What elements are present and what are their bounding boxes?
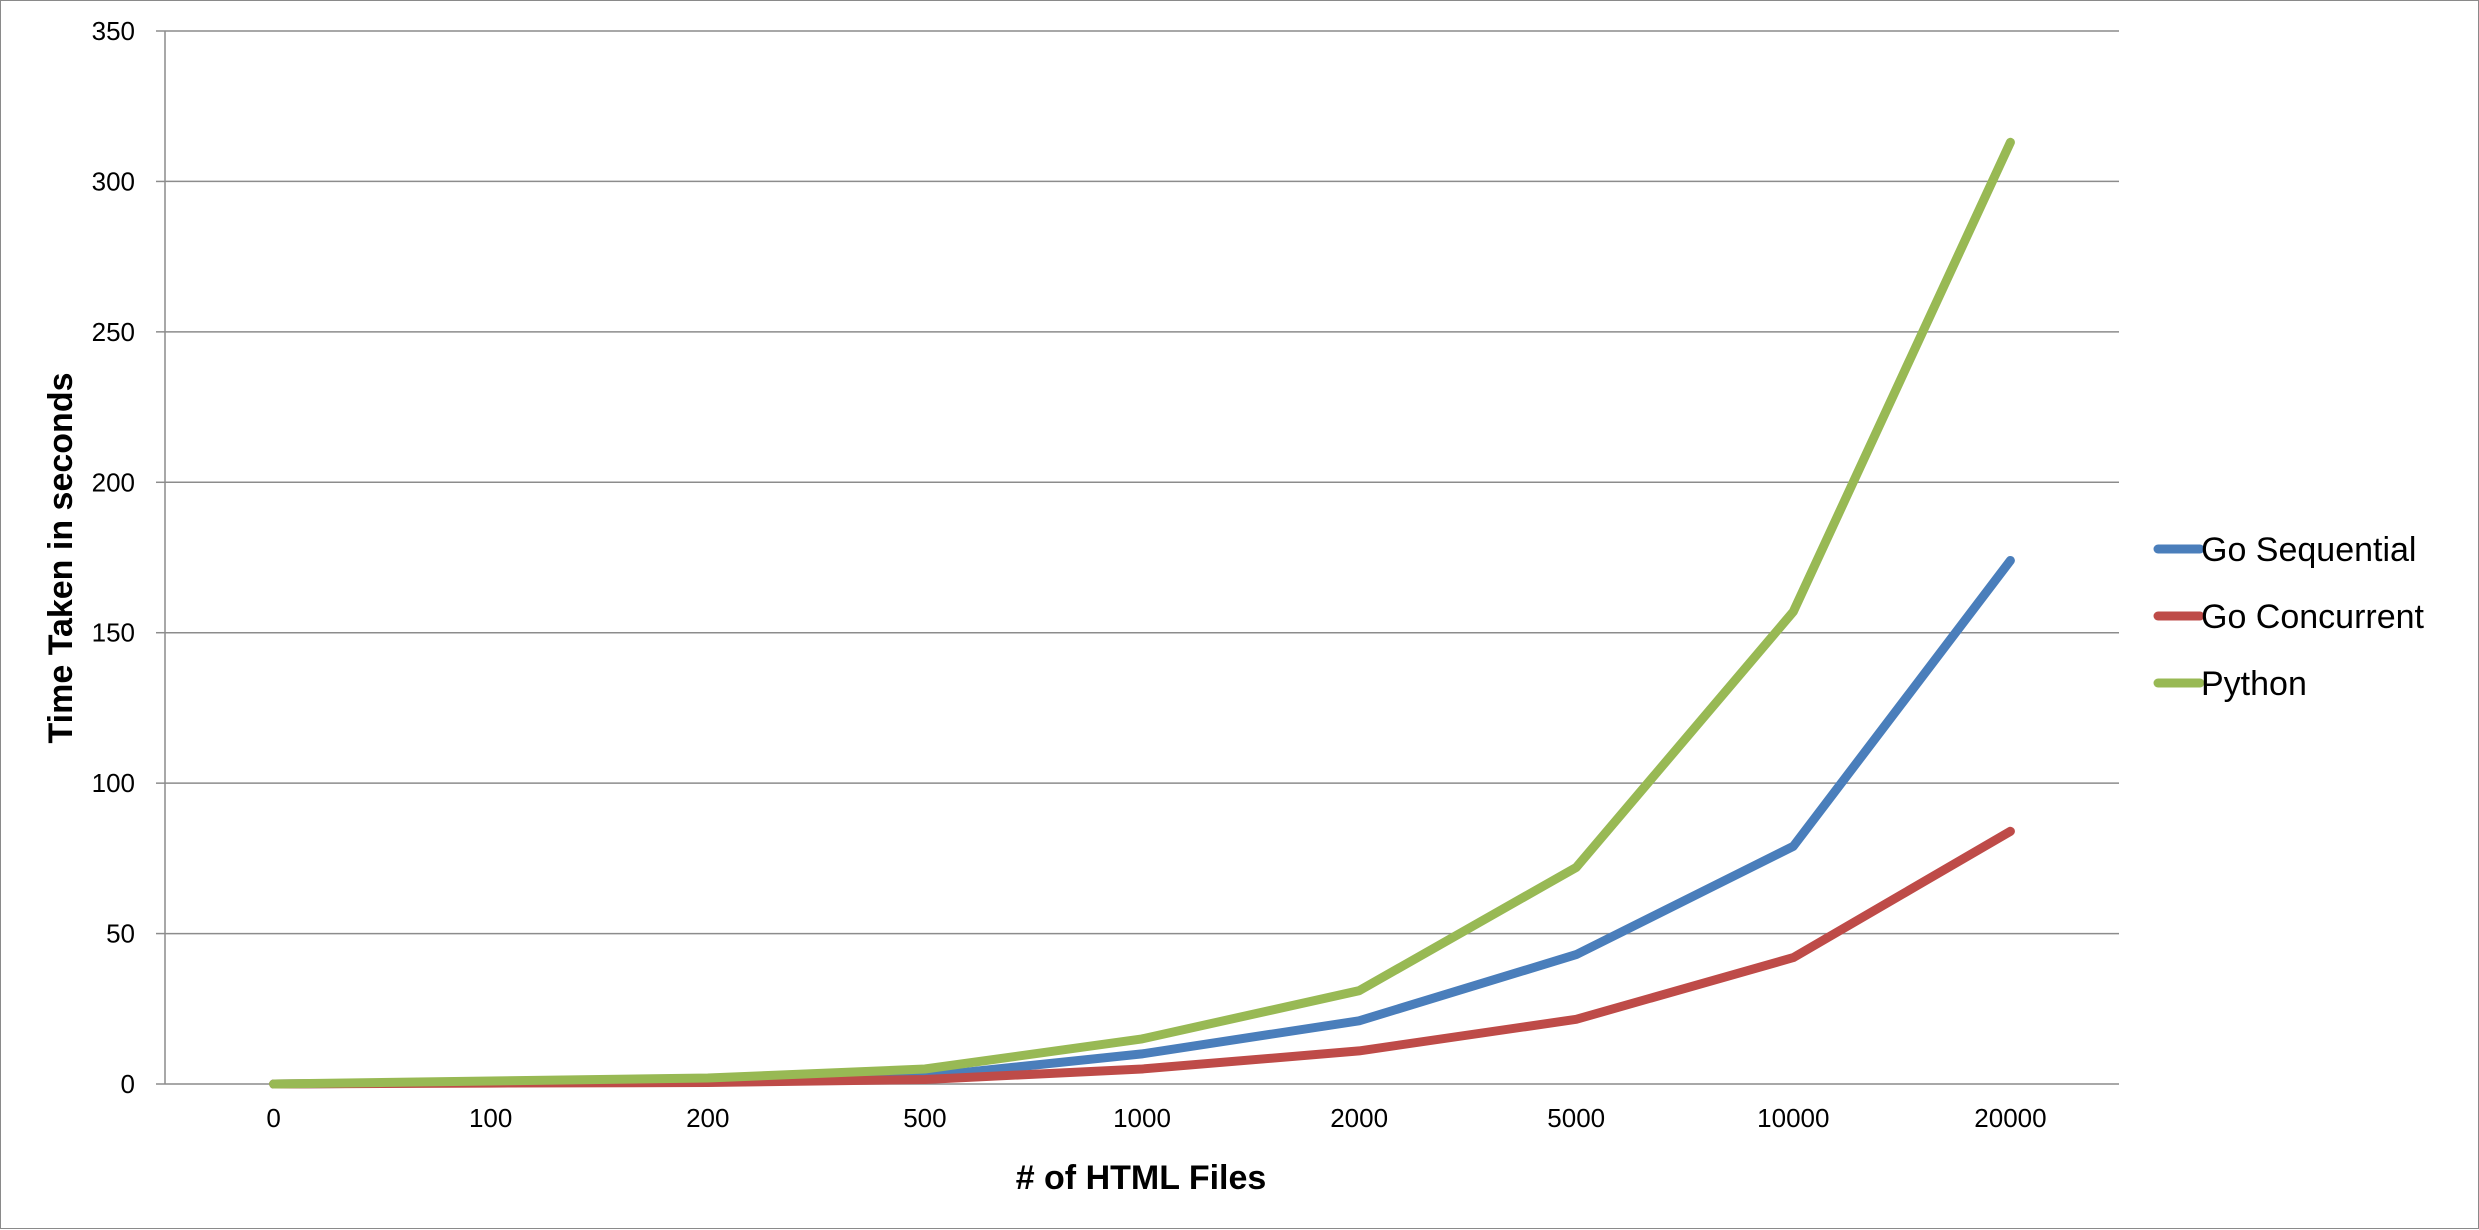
legend: Go Sequential Go Concurrent Python (2158, 531, 2425, 703)
y-tick-label: 150 (92, 618, 135, 648)
y-tick-label: 100 (92, 768, 135, 798)
legend-label: Python (2201, 665, 2307, 703)
x-tick-label: 200 (686, 1103, 729, 1133)
y-tick-label: 0 (121, 1069, 135, 1099)
x-tick-label: 20000 (1974, 1103, 2046, 1133)
y-tick-label: 350 (92, 16, 135, 46)
y-tick-label: 200 (92, 467, 135, 497)
x-tick-label: 2000 (1330, 1103, 1388, 1133)
x-axis-title: # of HTML Files (1016, 1159, 1267, 1197)
x-tick-label: 100 (469, 1103, 512, 1133)
series-line-python (274, 142, 2011, 1084)
legend-label: Go Sequential (2201, 531, 2417, 569)
y-axis-title: Time Taken in seconds (42, 373, 80, 744)
y-tick-label: 250 (92, 317, 135, 347)
x-tick-label: 10000 (1757, 1103, 1829, 1133)
y-tick-label: 50 (106, 919, 135, 949)
series-lines (273, 142, 2010, 1084)
axes (156, 31, 2119, 1084)
x-tick-labels: 0 100 200 500 1000 2000 5000 10000 20000 (266, 1103, 2046, 1133)
series-line-go-sequential (274, 561, 2011, 1085)
x-tick-label: 0 (266, 1103, 280, 1133)
y-tick-label: 300 (92, 166, 135, 196)
y-tick-labels: 0 50 100 150 200 250 300 350 (92, 16, 135, 1099)
x-tick-label: 500 (903, 1103, 946, 1133)
legend-label: Go Concurrent (2201, 598, 2425, 636)
x-tick-label: 1000 (1113, 1103, 1171, 1133)
x-tick-label: 5000 (1547, 1103, 1605, 1133)
